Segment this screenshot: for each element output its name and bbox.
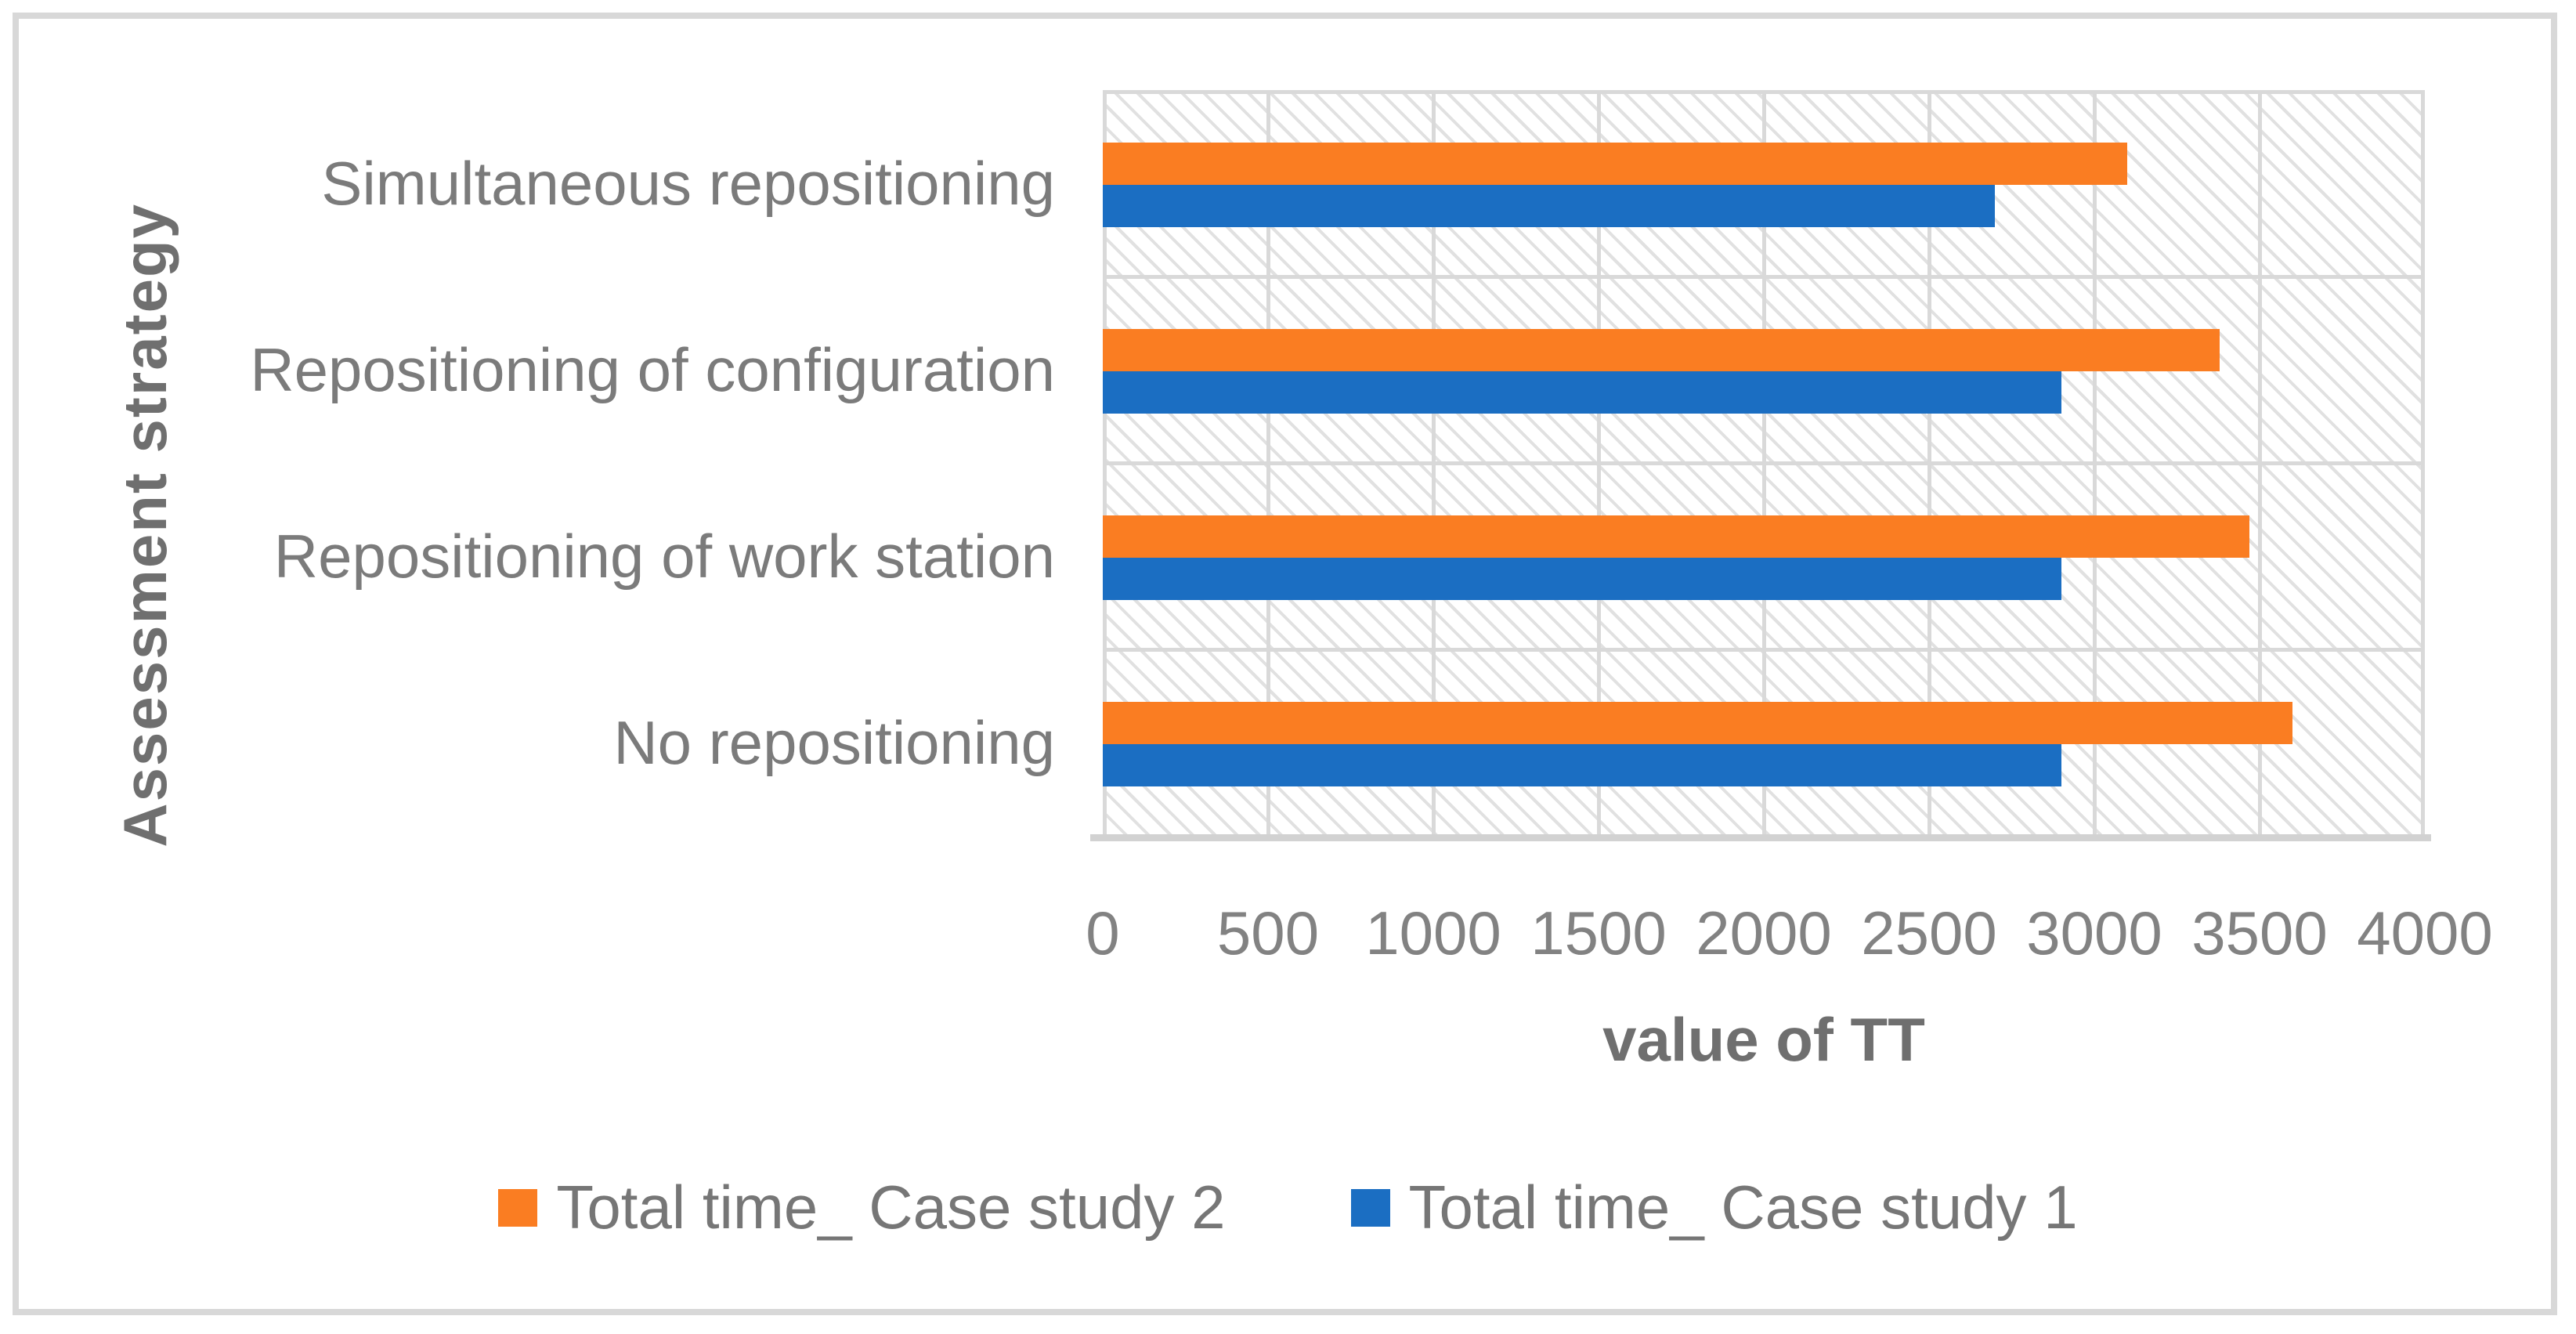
bar-case-study-2 [1103, 515, 2250, 558]
legend-item-case-study-2: Total time_ Case study 2 [498, 1172, 1226, 1243]
x-tick-label: 3500 [2191, 898, 2328, 967]
x-tick-label: 2000 [1696, 898, 1832, 967]
vertical-gridline [1103, 90, 1107, 836]
x-tick-label: 1500 [1530, 898, 1667, 967]
legend-label: Total time_ Case study 2 [556, 1173, 1226, 1242]
legend-label: Total time_ Case study 1 [1408, 1173, 2078, 1242]
x-axis-title: value of TT [1602, 1005, 1925, 1074]
vertical-gridline [2092, 90, 2097, 836]
x-axis-tick-labels: 0 500 1000 1500 2000 2500 3000 3500 4000 [1086, 898, 2492, 968]
legend-item-case-study-1: Total time_ Case study 1 [1350, 1172, 2078, 1243]
vertical-gridline [1927, 90, 1931, 836]
legend-swatch-icon [498, 1188, 538, 1227]
bar-case-study-2 [1103, 143, 2128, 185]
category-label: Simultaneous repositioning [321, 148, 1055, 218]
x-tick-label: 2500 [1861, 898, 1997, 967]
category-label: Repositioning of configuration [250, 334, 1055, 404]
x-tick-label: 3000 [2026, 898, 2162, 967]
category-label: Repositioning of work station [273, 521, 1055, 591]
bar-case-study-1 [1103, 558, 2061, 600]
legend: Total time_ Case study 2 Total time_ Case… [0, 1172, 2576, 1243]
legend-swatch-icon [1350, 1188, 1390, 1227]
x-tick-label: 1000 [1365, 898, 1501, 967]
vertical-gridline [1266, 90, 1270, 836]
bar-case-study-2 [1103, 329, 2220, 371]
bar-case-study-1 [1103, 371, 2061, 414]
bar-case-study-2 [1103, 702, 2293, 744]
vertical-gridline [2257, 90, 2262, 836]
x-tick-label: 0 [1086, 898, 1120, 967]
vertical-gridline [1761, 90, 1766, 836]
plot-area [1103, 90, 2425, 836]
vertical-gridline [2421, 90, 2425, 836]
bar-case-study-1 [1103, 744, 2061, 786]
category-label: No repositioning [613, 707, 1055, 777]
x-tick-label: 500 [1216, 898, 1320, 967]
vertical-gridline [1431, 90, 1436, 836]
x-tick-label: 4000 [2357, 898, 2493, 967]
vertical-gridline [1596, 90, 1601, 836]
bar-case-study-1 [1103, 185, 1996, 227]
x-axis-line [1090, 834, 2431, 841]
category-axis-labels: Simultaneous repositioning Repositioning … [117, 90, 1055, 836]
